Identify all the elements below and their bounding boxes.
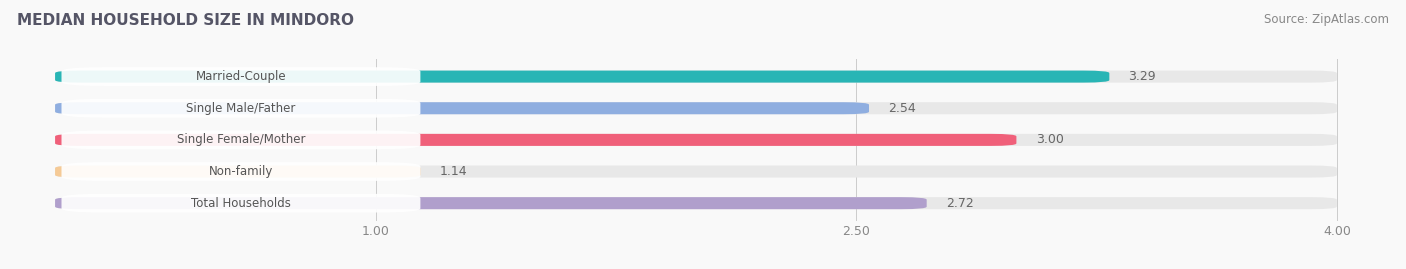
Text: Married-Couple: Married-Couple xyxy=(195,70,287,83)
Text: 1.14: 1.14 xyxy=(440,165,467,178)
FancyBboxPatch shape xyxy=(55,134,1017,146)
Text: 2.72: 2.72 xyxy=(946,197,974,210)
Text: Non-family: Non-family xyxy=(208,165,273,178)
Text: 2.54: 2.54 xyxy=(889,102,915,115)
FancyBboxPatch shape xyxy=(62,67,420,86)
FancyBboxPatch shape xyxy=(55,197,1337,209)
FancyBboxPatch shape xyxy=(62,194,420,213)
FancyBboxPatch shape xyxy=(55,134,1337,146)
FancyBboxPatch shape xyxy=(55,102,1337,114)
Text: 3.00: 3.00 xyxy=(1036,133,1063,146)
FancyBboxPatch shape xyxy=(55,102,869,114)
Text: MEDIAN HOUSEHOLD SIZE IN MINDORO: MEDIAN HOUSEHOLD SIZE IN MINDORO xyxy=(17,13,354,29)
FancyBboxPatch shape xyxy=(55,70,1337,83)
FancyBboxPatch shape xyxy=(55,165,420,178)
FancyBboxPatch shape xyxy=(55,197,927,209)
Text: Single Male/Father: Single Male/Father xyxy=(186,102,295,115)
Text: Single Female/Mother: Single Female/Mother xyxy=(177,133,305,146)
FancyBboxPatch shape xyxy=(55,165,1337,178)
FancyBboxPatch shape xyxy=(62,99,420,118)
Text: 3.29: 3.29 xyxy=(1129,70,1156,83)
FancyBboxPatch shape xyxy=(62,130,420,149)
FancyBboxPatch shape xyxy=(62,162,420,181)
FancyBboxPatch shape xyxy=(55,70,1109,83)
Text: Total Households: Total Households xyxy=(191,197,291,210)
Text: Source: ZipAtlas.com: Source: ZipAtlas.com xyxy=(1264,13,1389,26)
